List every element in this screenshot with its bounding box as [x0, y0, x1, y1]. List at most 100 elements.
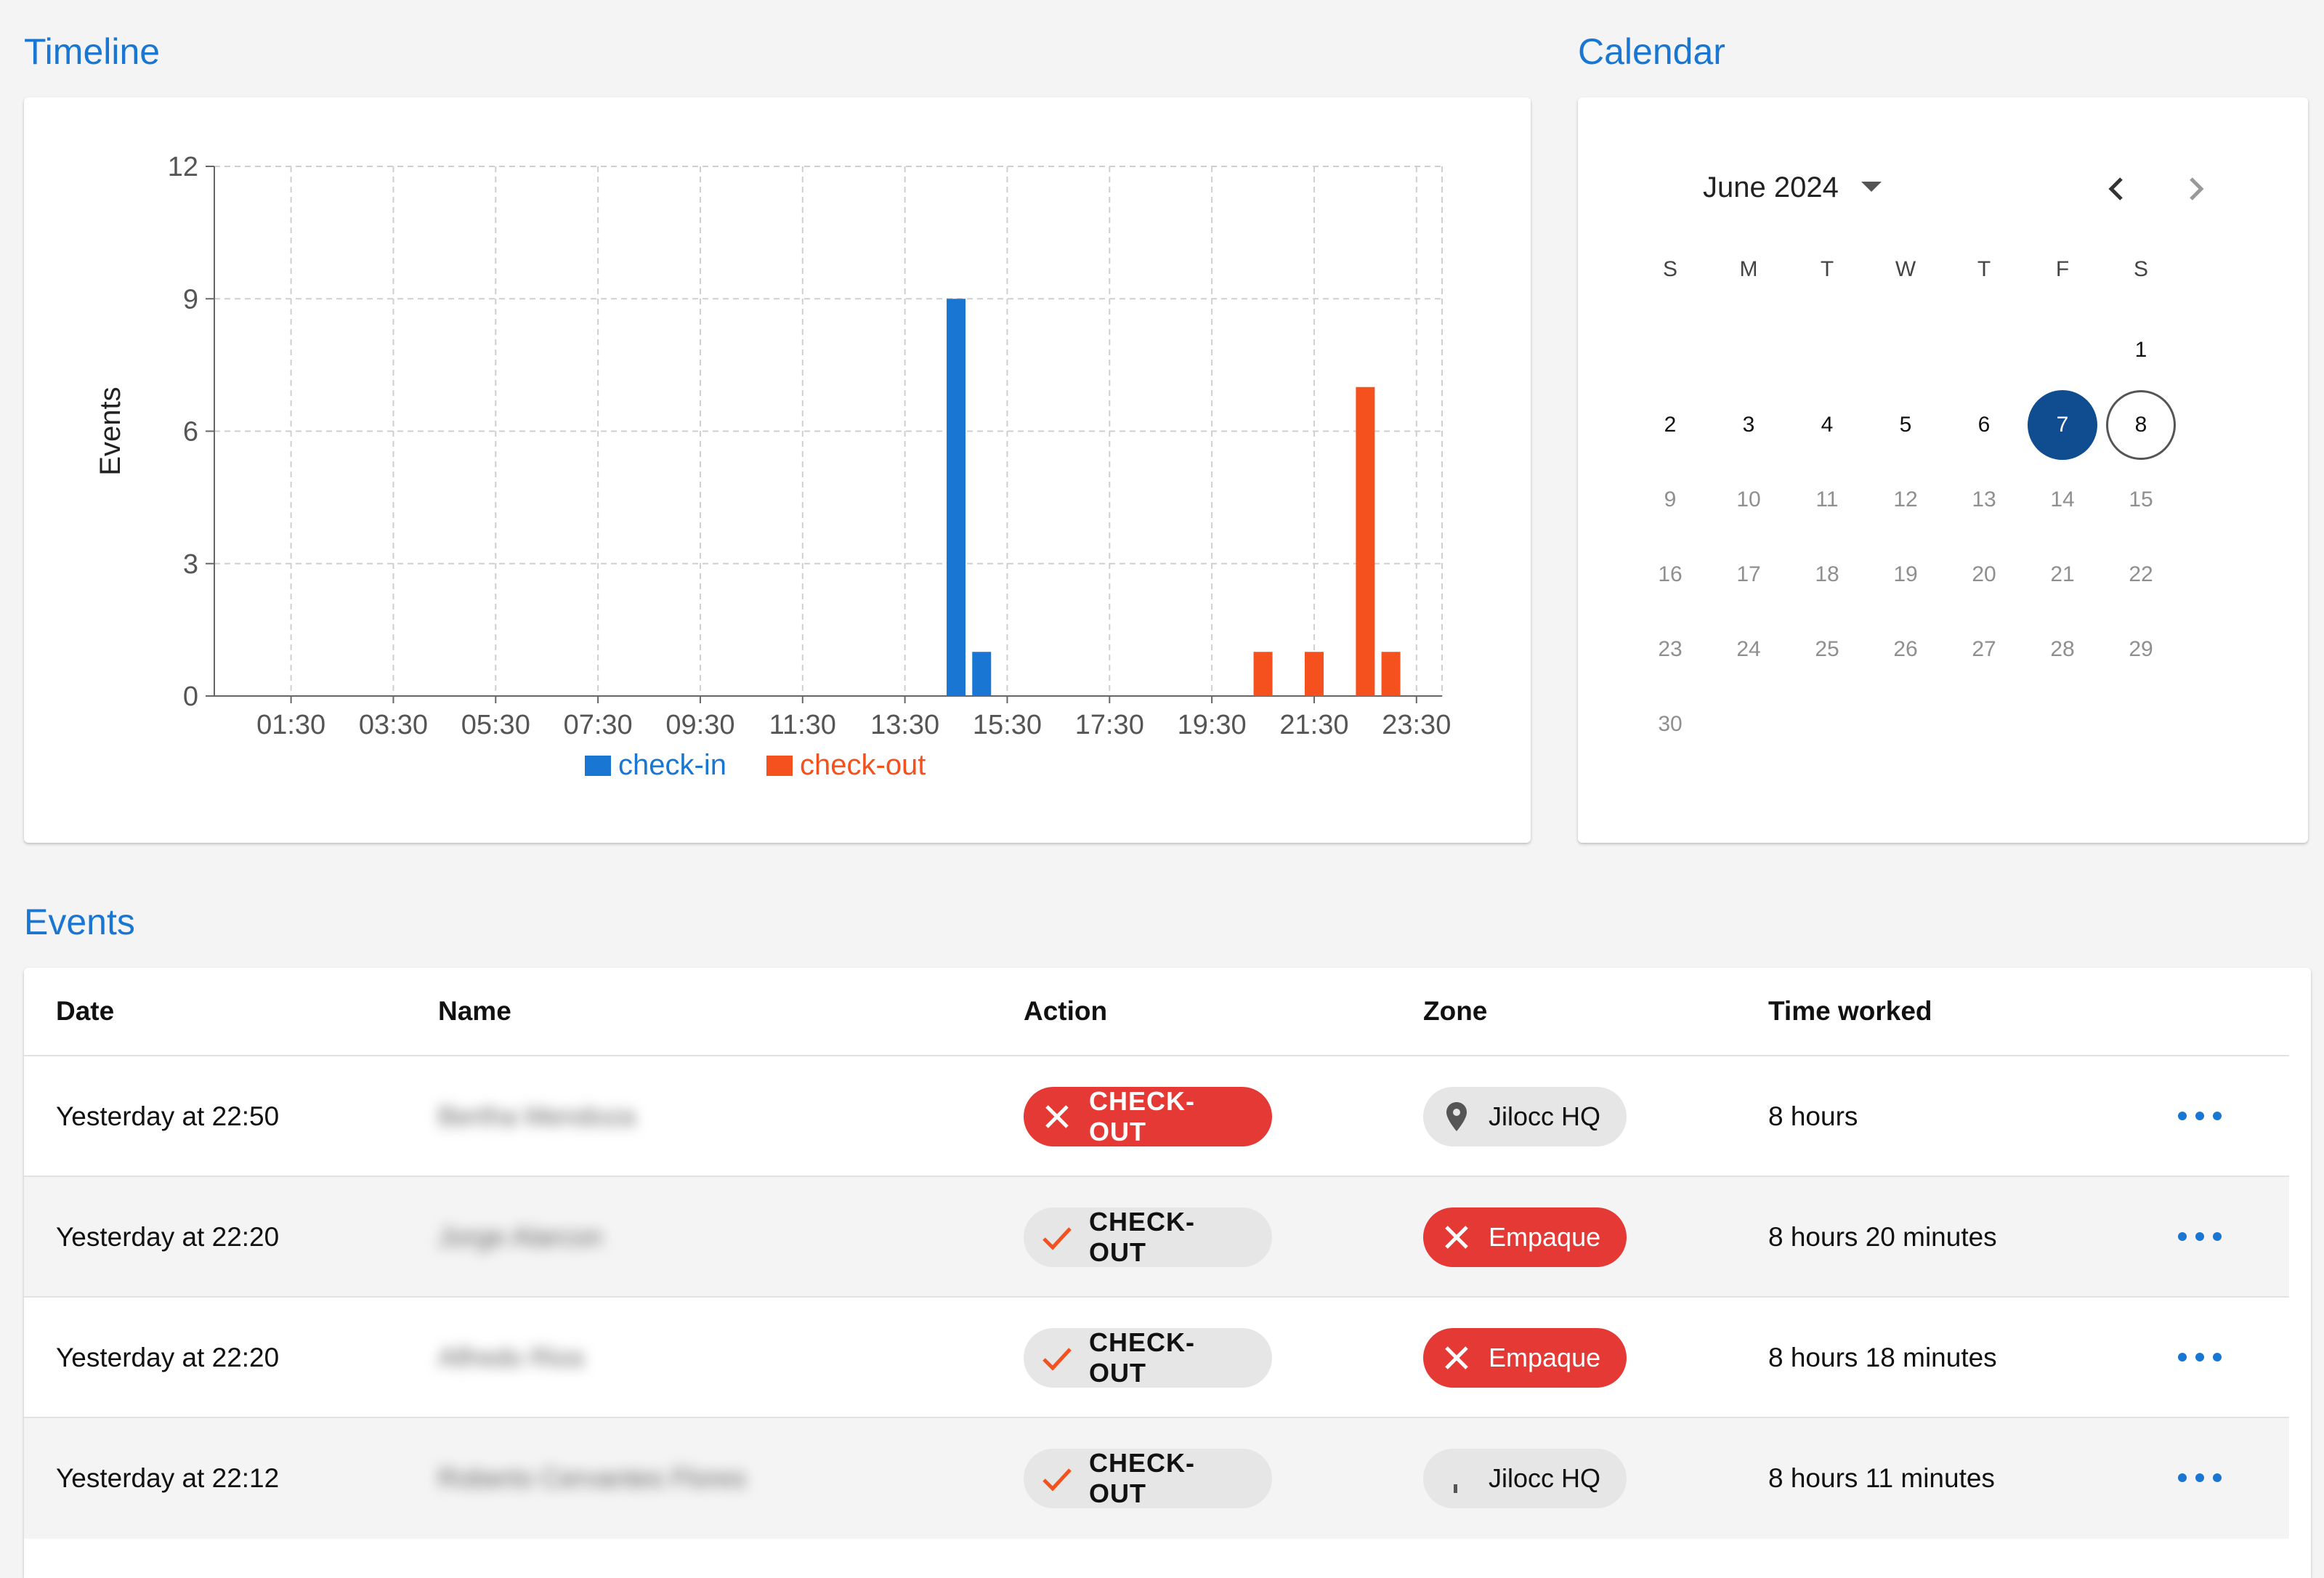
y-axis-label: Events — [94, 387, 126, 475]
bar-check-out — [1356, 387, 1375, 696]
bar-check-out — [1381, 652, 1401, 696]
action-chip[interactable]: CHECK-OUT — [1024, 1448, 1272, 1508]
x-tick-label: 05:30 — [461, 710, 530, 740]
check-icon — [1042, 1348, 1072, 1371]
table-row[interactable]: Yesterday at 22:20 Jorge Alarcon CHECK-OUT… — [24, 1176, 2289, 1298]
check-icon — [1042, 1468, 1072, 1492]
x-tick-label: 13:30 — [870, 710, 939, 740]
x-tick-label: 15:30 — [973, 710, 1042, 740]
zone-chip[interactable]: Jilocc HQ — [1423, 1087, 1627, 1146]
col-header-date[interactable]: Date — [56, 996, 115, 1026]
time-worked-cell: 8 hours 18 minutes — [1768, 1343, 1997, 1372]
zone-label: Empaque — [1489, 1343, 1601, 1372]
events-title: Events — [24, 902, 135, 942]
table-row[interactable]: Yesterday at 22:12 Roberto Cervantes Flor… — [24, 1417, 2289, 1539]
action-label: CHECK-OUT — [1089, 1086, 1195, 1146]
x-tick-label: 21:30 — [1279, 710, 1348, 740]
x-tick-label: 09:30 — [665, 710, 734, 740]
next-month-button[interactable] — [2174, 167, 2217, 211]
date-cell: Yesterday at 22:50 — [56, 1101, 280, 1131]
action-label: CHECK-OUT — [1089, 1207, 1195, 1267]
x-tick-label: 01:30 — [256, 710, 325, 740]
calendar-day-29[interactable]: 29 — [2129, 637, 2153, 661]
calendar-day-25[interactable]: 25 — [1815, 637, 1839, 661]
col-header-zone[interactable]: Zone — [1423, 996, 1488, 1026]
table-row[interactable]: Yesterday at 22:50 Bertha Mendoza CHECK-OU… — [24, 1055, 2289, 1177]
more-horizontal-icon[interactable] — [2178, 1222, 2222, 1251]
more-horizontal-icon[interactable] — [2178, 1343, 2222, 1372]
col-header-time-worked[interactable]: Time worked — [1768, 996, 1932, 1026]
x-tick-label: 07:30 — [564, 710, 633, 740]
calendar-day-16[interactable]: 16 — [1658, 562, 1683, 586]
close-icon — [1445, 1226, 1468, 1249]
calendar-day-6[interactable]: 6 — [1977, 413, 1991, 437]
calendar-day-18[interactable]: 18 — [1815, 562, 1839, 586]
x-tick-label: 03:30 — [359, 710, 428, 740]
weekday-label: M — [1739, 257, 1758, 281]
calendar-month-label[interactable]: June 2024 — [1703, 171, 1839, 203]
action-chip[interactable]: CHECK-OUT — [1024, 1207, 1272, 1267]
calendar-day-21[interactable]: 21 — [2050, 562, 2075, 586]
calendar-day-11[interactable]: 11 — [1815, 487, 1839, 511]
time-worked-cell: 8 hours 11 minutes — [1768, 1463, 1995, 1493]
calendar-day-27[interactable]: 27 — [1972, 637, 1996, 661]
calendar-day-23[interactable]: 23 — [1658, 637, 1683, 661]
col-header-name[interactable]: Name — [438, 996, 511, 1026]
zone-label: Empaque — [1489, 1222, 1601, 1252]
calendar-day-3[interactable]: 3 — [1742, 413, 1755, 437]
x-tick-label: 11:30 — [769, 710, 836, 740]
weekday-label: W — [1895, 257, 1916, 281]
close-icon — [1445, 1346, 1468, 1369]
table-row[interactable]: Yesterday at 22:20 Alfredo Rios CHECK-OUT E… — [24, 1296, 2289, 1418]
date-cell: Yesterday at 22:20 — [56, 1222, 280, 1252]
calendar-day-4[interactable]: 4 — [1821, 413, 1834, 437]
calendar-day-17[interactable]: 17 — [1736, 562, 1761, 586]
calendar-day-28[interactable]: 28 — [2050, 637, 2075, 661]
calendar-day-22[interactable]: 22 — [2129, 562, 2153, 586]
more-horizontal-icon[interactable] — [2178, 1463, 2222, 1492]
name-cell: Roberto Cervantes Flores — [438, 1463, 746, 1493]
calendar-day-2[interactable]: 2 — [1664, 413, 1677, 437]
legend-swatch-check-out — [766, 756, 793, 776]
prev-month-button[interactable] — [2095, 167, 2139, 211]
more-horizontal-icon[interactable] — [2178, 1101, 2222, 1130]
calendar-day-15[interactable]: 15 — [2129, 487, 2153, 511]
bar-check-out — [1304, 652, 1324, 696]
zone-label: Jilocc HQ — [1489, 1463, 1601, 1493]
calendar-day-12[interactable]: 12 — [1893, 487, 1918, 511]
zone-chip[interactable]: Empaque — [1423, 1328, 1627, 1388]
calendar-day-26[interactable]: 26 — [1893, 637, 1918, 661]
caret-down-icon[interactable] — [1861, 182, 1882, 192]
calendar-day-9[interactable]: 9 — [1664, 487, 1677, 511]
weekday-label: S — [1662, 257, 1677, 281]
weekday-label: S — [2133, 257, 2148, 281]
col-header-action[interactable]: Action — [1024, 996, 1108, 1026]
name-cell: Alfredo Rios — [438, 1343, 585, 1372]
weekday-label: F — [2055, 257, 2070, 281]
bar-check-out — [1253, 652, 1273, 696]
action-chip[interactable]: CHECK-OUT — [1024, 1086, 1272, 1146]
calendar-day-20[interactable]: 20 — [1972, 562, 1996, 586]
action-chip[interactable]: CHECK-OUT — [1024, 1327, 1272, 1388]
calendar-day-1[interactable]: 1 — [2134, 338, 2147, 362]
calendar-day-7[interactable]: 7 — [2028, 390, 2097, 460]
calendar-card: June 2024 S M T W T F S 1 2 3 4 5 6 7 8 9 10 11 12 13 14 15 16… — [1578, 97, 2308, 843]
calendar-day-5[interactable]: 5 — [1899, 413, 1912, 437]
calendar-day-8[interactable]: 8 — [2106, 390, 2176, 460]
timeline-title: Timeline — [24, 31, 161, 72]
calendar-day-13[interactable]: 13 — [1972, 487, 1996, 511]
calendar-day-24[interactable]: 24 — [1736, 637, 1761, 661]
name-cell: Jorge Alarcon — [438, 1222, 603, 1252]
calendar-day-14[interactable]: 14 — [2050, 487, 2075, 511]
calendar-title: Calendar — [1578, 31, 1725, 72]
zone-chip[interactable]: Empaque — [1423, 1207, 1627, 1267]
legend-swatch-check-in — [585, 756, 611, 776]
time-worked-cell: 8 hours 20 minutes — [1768, 1222, 1997, 1252]
calendar-day-19[interactable]: 19 — [1893, 562, 1918, 586]
zone-label: Jilocc HQ — [1489, 1101, 1601, 1131]
zone-chip[interactable]: Jilocc HQ — [1423, 1449, 1627, 1508]
calendar-day-30[interactable]: 30 — [1658, 712, 1683, 736]
calendar-day-10[interactable]: 10 — [1736, 487, 1761, 511]
legend-label-check-in: check-in — [618, 749, 726, 781]
close-icon — [1045, 1105, 1069, 1128]
